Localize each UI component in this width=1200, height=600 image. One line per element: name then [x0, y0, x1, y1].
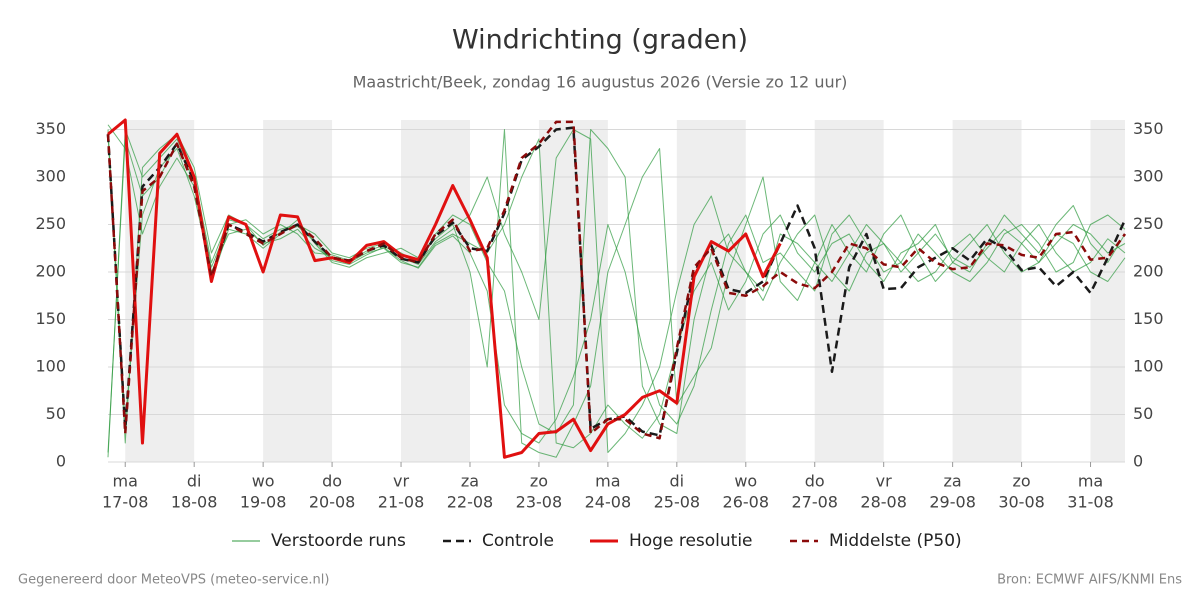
x-tick-label: ma [113, 472, 138, 491]
day-shade [952, 120, 1022, 462]
x-tick-label: za [461, 472, 479, 491]
x-tick-label: di [670, 472, 685, 491]
y-tick-label-right: 350 [1133, 119, 1164, 138]
y-tick-label-right: 300 [1133, 167, 1164, 186]
x-tick-date: 24-08 [585, 493, 632, 512]
x-tick-date: 20-08 [309, 493, 356, 512]
ensemble-line [107, 129, 1126, 449]
series-line [106, 126, 1127, 437]
ensemble-line [107, 133, 1126, 444]
x-tick-date: 17-08 [102, 493, 149, 512]
x-tick-label: zo [530, 472, 548, 491]
footer-right: Bron: ECMWF AIFS/KNMI Ens [997, 573, 1182, 588]
x-tick-date: 18-08 [171, 493, 218, 512]
day-shade [401, 120, 470, 462]
y-tick-label: 100 [35, 357, 66, 376]
legend-label: Controle [482, 531, 554, 551]
x-tick-label: di [187, 472, 202, 491]
y-tick-label: 0 [56, 452, 66, 471]
x-tick-label: zo [1012, 472, 1030, 491]
x-tick-date: 23-08 [516, 493, 563, 512]
legend-label: Verstoorde runs [271, 531, 406, 551]
x-tick-date: 19-08 [240, 493, 287, 512]
y-tick-label: 150 [35, 309, 66, 328]
y-tick-label: 250 [35, 214, 66, 233]
y-tick-label: 50 [46, 404, 66, 423]
y-tick-label-right: 50 [1133, 404, 1153, 423]
x-tick-date: 21-08 [378, 493, 425, 512]
x-tick-date: 31-08 [1067, 493, 1114, 512]
x-tick-label: vr [876, 472, 892, 491]
ensemble-line [107, 129, 1126, 458]
y-tick-label: 300 [35, 167, 66, 186]
x-tick-label: wo [252, 472, 275, 491]
day-shade [263, 120, 333, 462]
x-tick-date: 25-08 [654, 493, 701, 512]
x-tick-label: wo [734, 472, 757, 491]
x-tick-label: za [944, 472, 962, 491]
y-tick-label-right: 200 [1133, 262, 1164, 281]
footer-left: Gegenereerd door MeteoVPS (meteo-service… [18, 573, 329, 588]
legend-label: Middelste (P50) [829, 531, 962, 551]
y-tick-label-right: 0 [1133, 452, 1143, 471]
x-tick-label: ma [595, 472, 620, 491]
y-tick-label: 350 [35, 119, 66, 138]
series-line [106, 120, 1127, 440]
day-shade [538, 120, 608, 462]
x-tick-date: 26-08 [723, 493, 770, 512]
x-tick-label: vr [393, 472, 409, 491]
y-tick-label-right: 100 [1133, 357, 1164, 376]
x-tick-label: do [805, 472, 825, 491]
x-tick-label: ma [1078, 472, 1103, 491]
chart-subtitle: Maastricht/Beek, zondag 16 augustus 2026… [353, 73, 848, 92]
x-tick-date: 30-08 [998, 493, 1045, 512]
x-tick-date: 27-08 [791, 493, 838, 512]
y-tick-label-right: 250 [1133, 214, 1164, 233]
day-shade [1090, 120, 1125, 462]
x-tick-label: do [322, 472, 342, 491]
y-tick-label-right: 150 [1133, 309, 1164, 328]
legend-label: Hoge resolutie [629, 531, 753, 551]
chart-title: Windrichting (graden) [452, 25, 748, 56]
y-tick-label: 200 [35, 262, 66, 281]
x-tick-date: 29-08 [929, 493, 976, 512]
x-tick-date: 22-08 [447, 493, 494, 512]
x-tick-date: 28-08 [860, 493, 907, 512]
